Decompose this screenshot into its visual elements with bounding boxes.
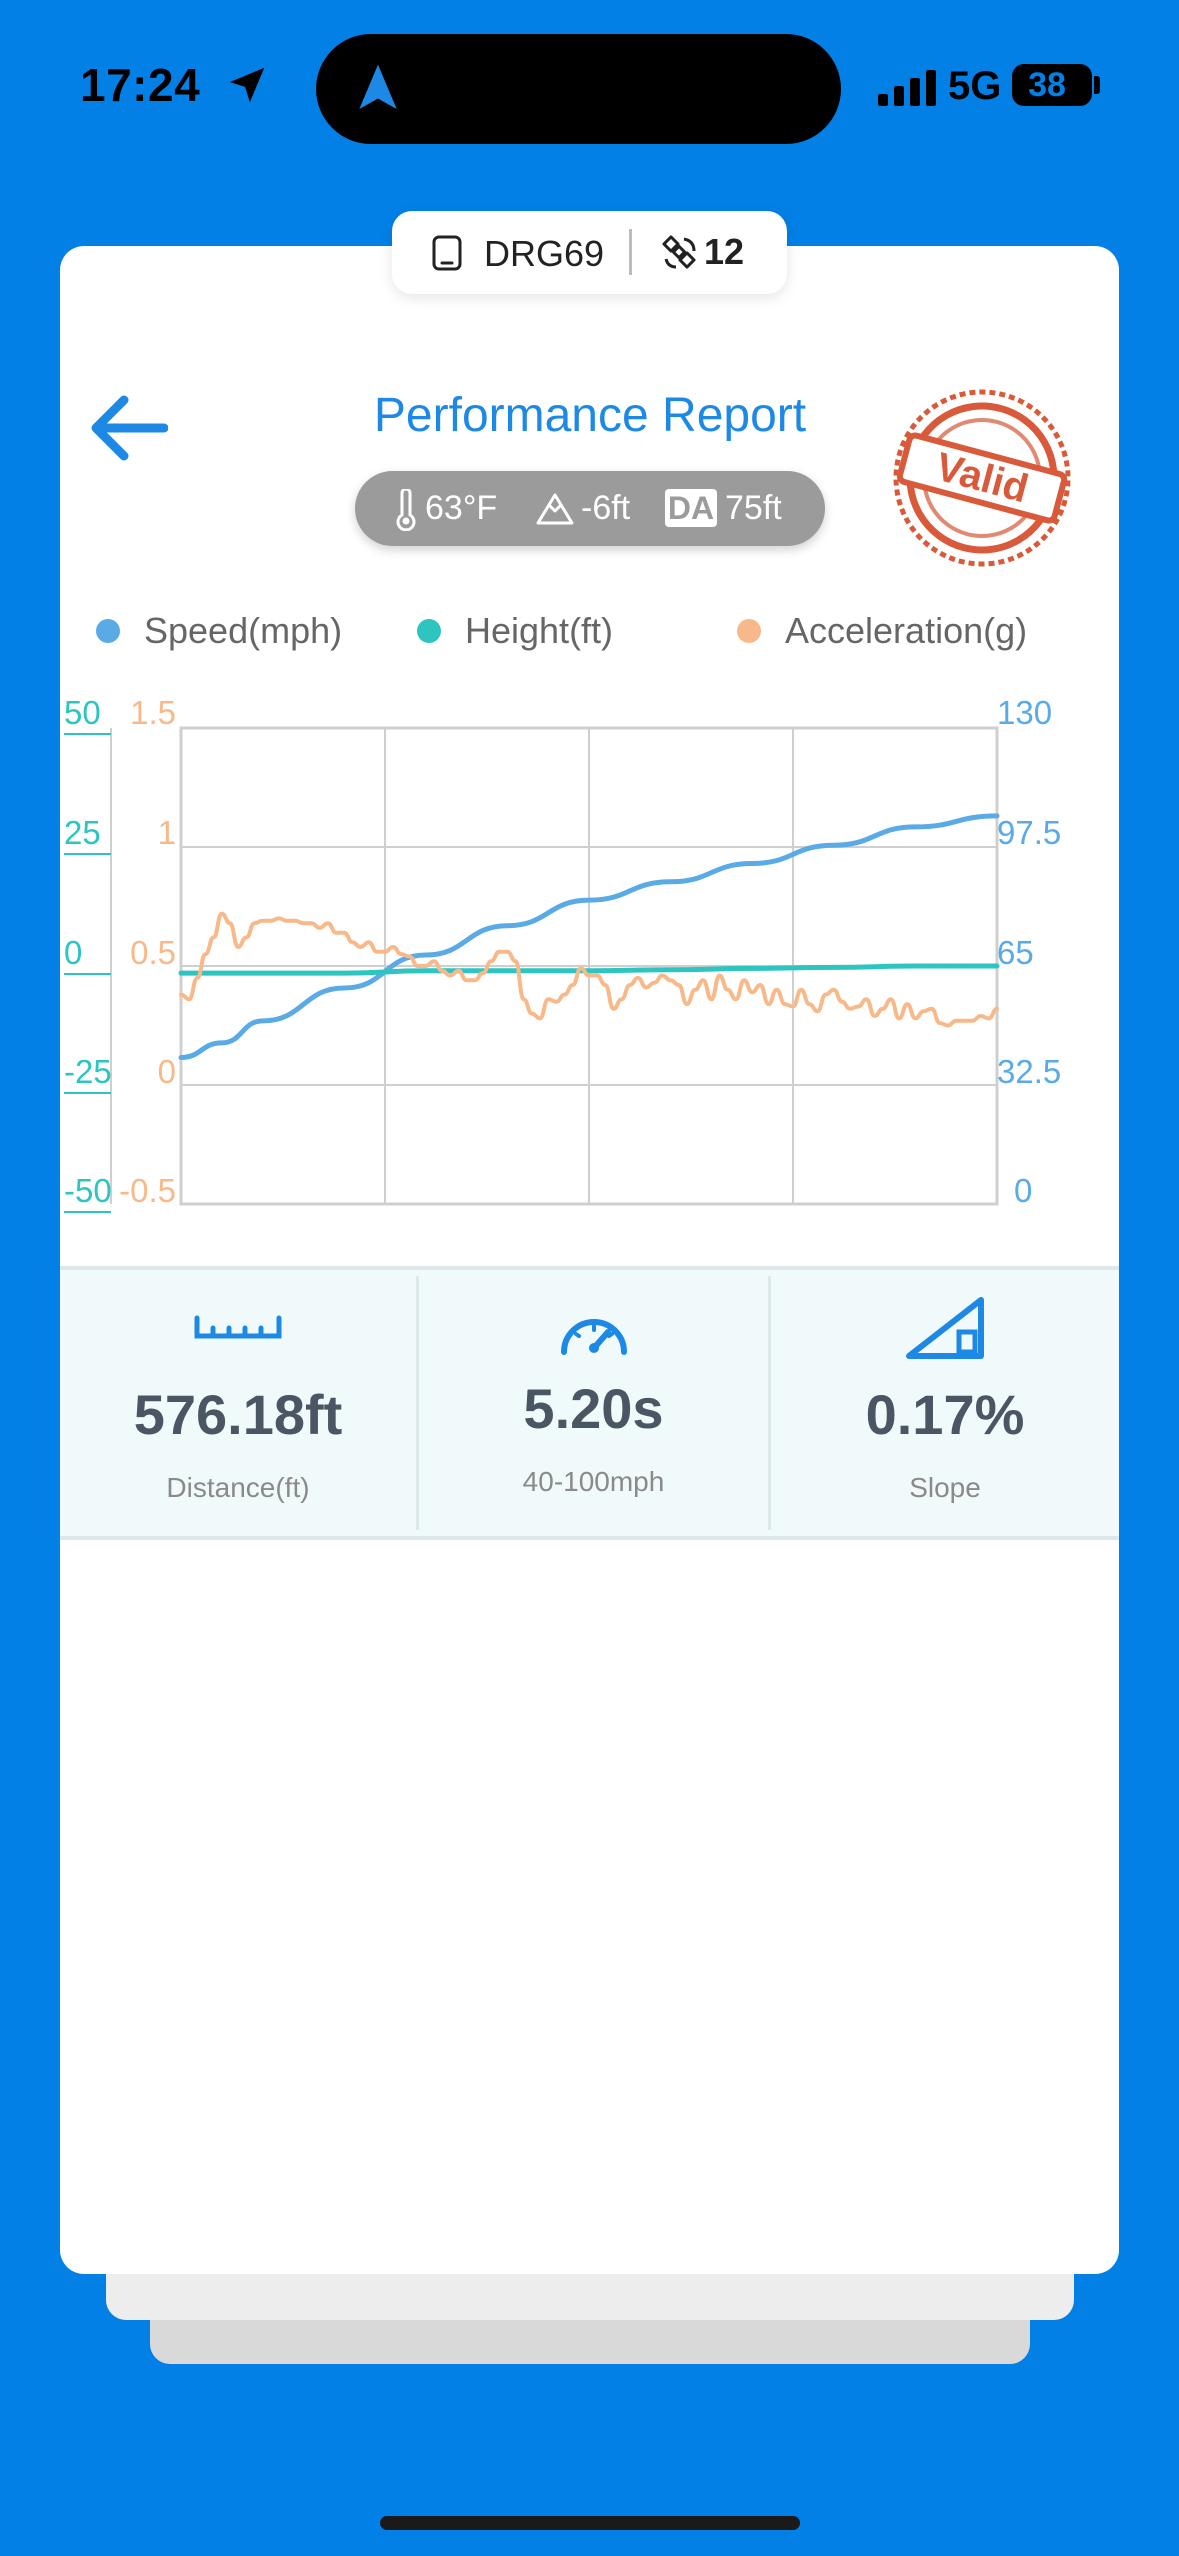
network-type: 5G [948,64,1002,108]
battery-nub [1094,76,1100,94]
acceleration-tick-label: 1.5 [130,694,176,731]
series-line-acceleration [179,911,999,1028]
stats-divider [768,1276,771,1530]
thermometer-icon [396,489,416,531]
height-tick-label: 25 [64,814,101,851]
performance-chart: 50 25 0 -25 -50 1.5 1 0.5 0 -0.5 130 97.5 65 32.5 0 [64,694,1061,1213]
stats-divider [416,1276,419,1530]
conditions-pill: 63°F -6ft DA 75ft [355,471,825,546]
legend-acceleration-label: Acceleration(g) [785,610,1028,651]
height-tick-label: 0 [64,934,82,971]
dynamic-island [316,34,841,144]
legend-height-dot [417,619,441,643]
height-tick-label: -50 [64,1172,112,1209]
navigation-icon [359,64,397,109]
stat-time: 5.20s 40-100mph [419,1270,768,1536]
pill-divider [629,229,632,275]
satellite-count: 12 [704,231,745,272]
stat-distance: 576.18ft Distance(ft) [60,1270,416,1536]
legend-acceleration-dot [737,619,761,643]
mountain-icon [536,493,574,525]
legend-speed[interactable]: Speed(mph) [96,606,342,656]
stats-panel: 576.18ft Distance(ft) 5.20s 40-100mph 0.… [60,1266,1119,1540]
height-tick-label: -25 [64,1053,112,1090]
home-indicator[interactable] [380,2516,800,2530]
device-pill[interactable]: DRG69 12 [392,211,787,294]
ruler-icon [194,1315,282,1339]
status-bar: 17:24 5G 38 [0,0,1179,180]
page-title: Performance Report [373,389,807,442]
device-icon [432,235,462,271]
acceleration-tick-label: 0 [158,1053,176,1090]
density-altitude-value: 75ft [725,489,782,527]
satellite-icon [662,235,696,269]
stat-time-label: 40-100mph [522,1466,665,1497]
stat-slope-value: 0.17% [865,1383,1025,1446]
slope-icon [906,1297,984,1359]
back-arrow-icon[interactable] [88,392,168,464]
stat-distance-label: Distance(ft) [166,1472,310,1503]
status-time: 17:24 [80,59,201,111]
density-altitude-badge: DA [665,489,717,527]
stat-slope-label: Slope [909,1472,981,1503]
elevation-value: -6ft [581,489,631,527]
stat-distance-value: 576.18ft [133,1383,343,1446]
stat-slope: 0.17% Slope [771,1270,1119,1536]
stat-time-value: 5.20s [523,1377,664,1440]
speed-tick-label: 0 [1014,1172,1032,1209]
signal-icon [878,70,936,106]
acceleration-tick-label: 1 [158,814,176,851]
legend-height[interactable]: Height(ft) [417,606,613,656]
legend-speed-label: Speed(mph) [144,610,343,651]
legend-acceleration[interactable]: Acceleration(g) [737,606,1027,656]
valid-stamp-icon: Valid [893,389,1071,567]
height-tick-label: 50 [64,694,101,731]
battery-icon: 38 [1012,64,1092,106]
report-card [60,246,1119,2274]
chart-legend: Speed(mph) Height(ft) Acceleration(g) [0,606,1179,656]
acceleration-tick-label: 0.5 [130,934,176,971]
series-line-height [178,963,1000,976]
speed-tick-label: 65 [997,934,1034,971]
legend-speed-dot [96,619,120,643]
speed-tick-label: 97.5 [997,814,1061,851]
device-name: DRG69 [484,233,605,274]
temperature-value: 63°F [425,489,498,527]
legend-height-label: Height(ft) [465,610,614,651]
acceleration-tick-label: -0.5 [119,1172,176,1209]
speed-tick-label: 130 [997,694,1052,731]
speedometer-icon [560,1319,627,1355]
battery-level: 38 [1028,66,1066,104]
series-line-speed [178,813,1000,1060]
speed-tick-label: 32.5 [997,1053,1061,1090]
location-arrow-icon [229,67,265,103]
